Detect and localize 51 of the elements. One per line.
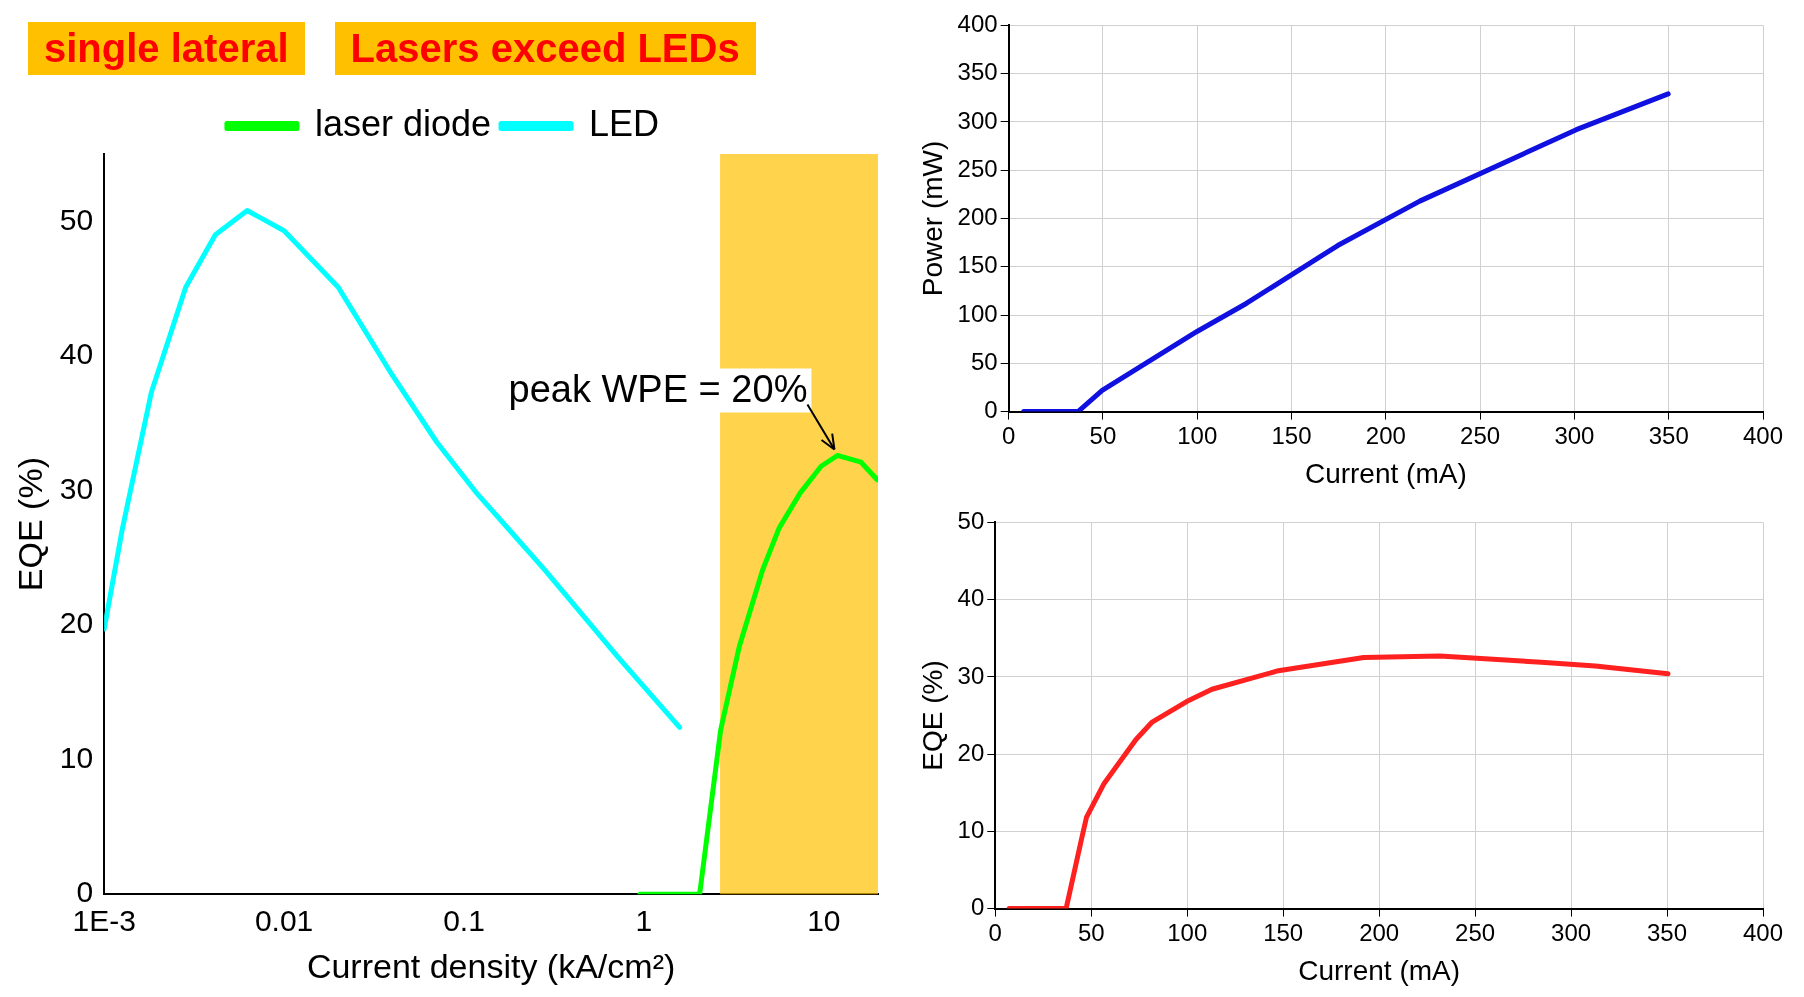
y-tick-label: 20 [59,606,94,640]
text: single lateral [28,21,305,75]
y-tick-label: 50 [957,507,985,535]
x-tick-label: 250 [1455,918,1496,946]
x-axis-title: Current (mA) [1304,457,1467,489]
y-tick-label: 40 [957,584,985,612]
y-tick-label: 40 [59,337,94,371]
x-tick-label: 1 [635,904,653,938]
x-axis-title: Current density (kA/cm²) [306,946,676,985]
y-axis-title: EQE (%) [916,660,948,771]
x-tick-label: 300 [1554,421,1595,449]
x-tick-label: 200 [1359,918,1400,946]
x-tick-label: 50 [1089,421,1117,449]
y-tick-label: 200 [957,203,998,231]
x-tick-label: 0 [1001,421,1016,449]
x-tick-label: 100 [1167,918,1208,946]
x-tick-label: 350 [1647,918,1688,946]
y-axis-title: EQE (%) [10,457,49,592]
y-axis-title: Power (mW) [916,140,948,297]
annotation: peak WPE = 20% [508,367,808,410]
y-tick-label: 300 [957,106,998,134]
y-tick-label: 400 [957,10,998,38]
x-axis-title: Current (mA) [1298,954,1461,986]
x-tick-label: 100 [1177,421,1218,449]
x-tick-label: 400 [1742,421,1784,449]
y-tick-label: 10 [957,815,985,843]
x-tick-label: 300 [1551,918,1592,946]
x-tick-label: 350 [1648,421,1689,449]
x-tick-label: 50 [1077,918,1105,946]
y-tick-label: 30 [59,471,94,505]
x-tick-label: 200 [1365,421,1406,449]
x-tick-label: 150 [1271,421,1312,449]
legend-label: LED [589,102,660,144]
x-tick-label: 150 [1263,918,1304,946]
x-tick-label: 400 [1742,918,1784,946]
y-tick-label: 20 [957,738,985,766]
legend-label: laser diode [314,102,492,144]
x-tick-label: 0.01 [254,904,314,938]
y-tick-label: 250 [957,154,998,182]
y-tick-label: 50 [59,202,94,236]
y-tick-label: 350 [957,58,998,86]
y-tick-label: 10 [59,740,94,774]
y-tick-label: 50 [970,347,998,375]
y-tick-label: 100 [957,299,998,327]
y-tick-label: 150 [957,251,998,279]
x-tick-label: 10 [807,904,841,938]
y-tick-label: 30 [957,661,985,689]
y-tick-label: 0 [984,396,998,424]
x-tick-label: 0.1 [443,904,485,938]
x-tick-label: 250 [1460,421,1501,449]
text: Lasers exceed LEDs [334,21,756,75]
